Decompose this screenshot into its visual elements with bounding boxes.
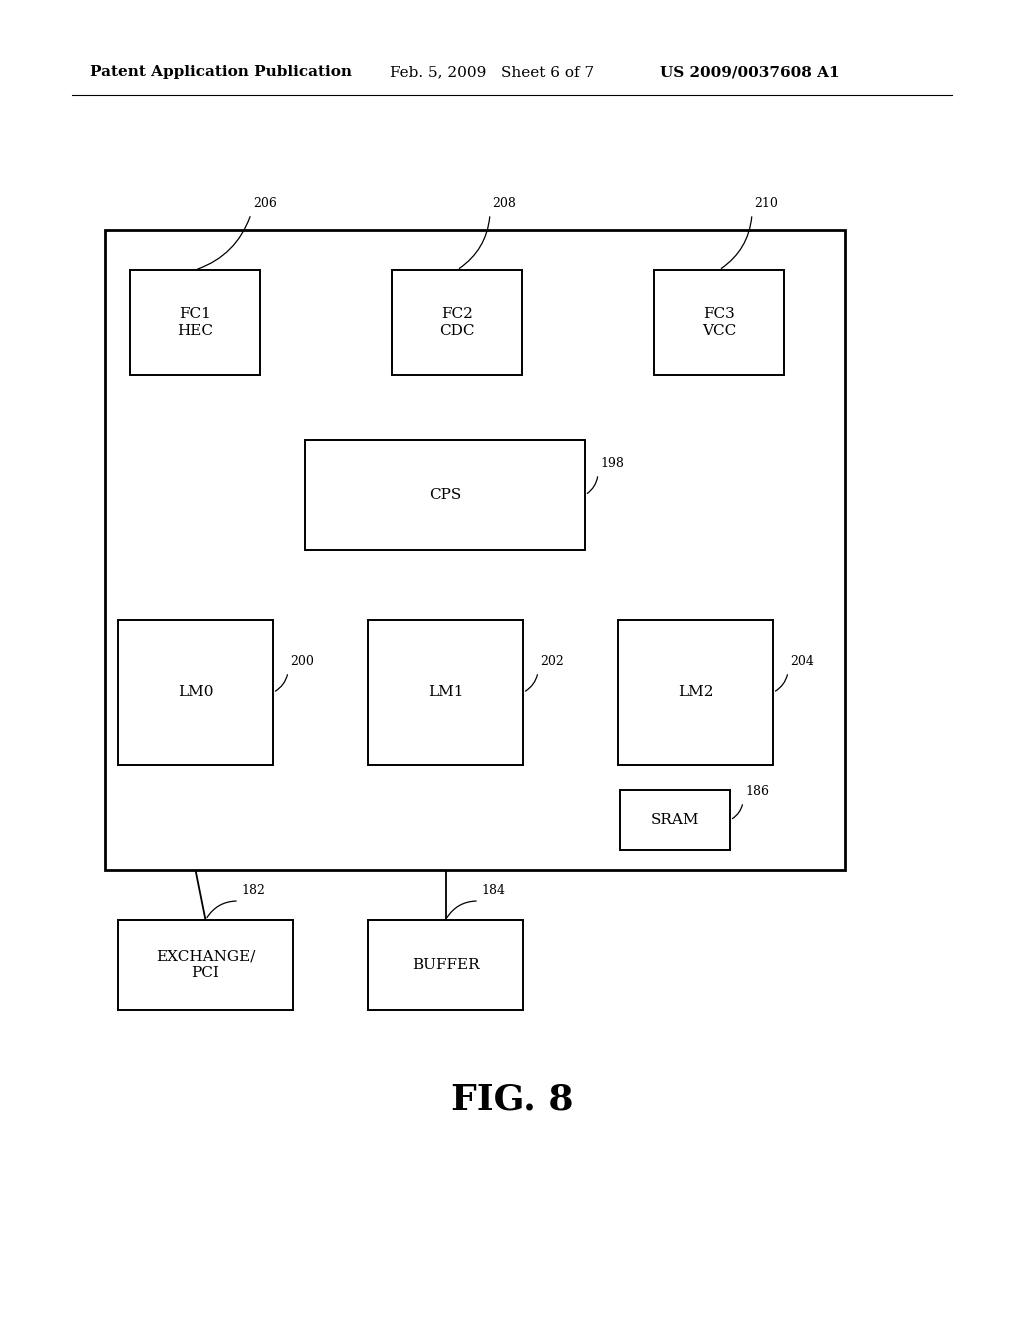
- Text: FC2
CDC: FC2 CDC: [439, 308, 475, 338]
- Bar: [118, 920, 293, 1010]
- Text: 208: 208: [492, 197, 516, 210]
- Text: US 2009/0037608 A1: US 2009/0037608 A1: [660, 65, 840, 79]
- Text: 184: 184: [481, 884, 505, 898]
- Text: 204: 204: [790, 655, 814, 668]
- Text: 186: 186: [745, 785, 769, 799]
- Bar: [392, 271, 522, 375]
- Text: FC3
VCC: FC3 VCC: [701, 308, 736, 338]
- Text: 206: 206: [253, 197, 276, 210]
- Text: LM2: LM2: [678, 685, 714, 700]
- Text: BUFFER: BUFFER: [412, 958, 479, 972]
- Bar: [620, 789, 730, 850]
- Bar: [368, 620, 523, 766]
- Text: LM0: LM0: [178, 685, 213, 700]
- Text: 182: 182: [241, 884, 265, 898]
- Bar: [130, 271, 260, 375]
- Text: Feb. 5, 2009   Sheet 6 of 7: Feb. 5, 2009 Sheet 6 of 7: [390, 65, 594, 79]
- Text: 210: 210: [754, 197, 778, 210]
- Text: SRAM: SRAM: [650, 813, 699, 828]
- Text: EXCHANGE/
PCI: EXCHANGE/ PCI: [156, 950, 255, 979]
- Text: LM1: LM1: [428, 685, 463, 700]
- Text: FC1
HEC: FC1 HEC: [177, 308, 213, 338]
- Text: 202: 202: [540, 655, 564, 668]
- Text: CPS: CPS: [429, 488, 461, 502]
- Bar: [118, 620, 273, 766]
- Text: 198: 198: [600, 457, 624, 470]
- Text: FIG. 8: FIG. 8: [451, 1082, 573, 1117]
- Bar: [368, 920, 523, 1010]
- Bar: [654, 271, 784, 375]
- Bar: [618, 620, 773, 766]
- Text: Patent Application Publication: Patent Application Publication: [90, 65, 352, 79]
- Bar: [305, 440, 585, 550]
- Bar: [105, 230, 845, 870]
- Text: 200: 200: [290, 655, 314, 668]
